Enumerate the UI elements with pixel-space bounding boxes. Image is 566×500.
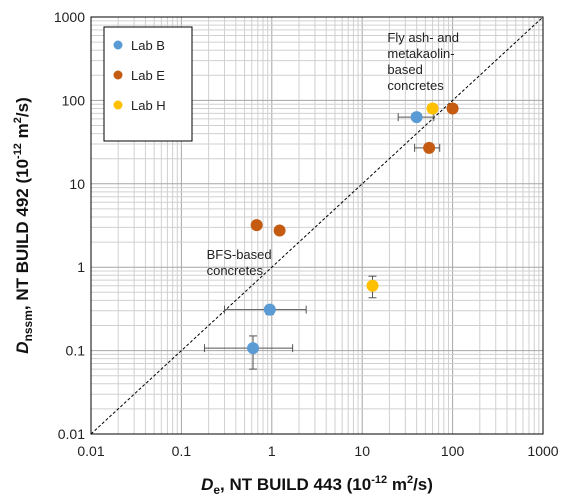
y-axis-label-tail: /s) [13, 97, 32, 117]
annotation-line: concretes [387, 78, 444, 93]
annotation-1: Fly ash- and metakaolin-based concretes [387, 30, 459, 93]
data-point-lab-b [263, 303, 276, 316]
y-axis-label-text: , NT BUILD 492 (10 [13, 159, 32, 310]
reference-line-layer [90, 16, 544, 435]
data-point-lab-h [426, 102, 439, 115]
data-point-lab-b [247, 342, 260, 355]
data-point-lab-e [273, 224, 286, 237]
data-point-lab-e [250, 219, 263, 232]
error-bars [203, 113, 441, 370]
data-point-lab-h [366, 279, 379, 292]
x-axis-label-text: , NT BUILD 443 (10 [220, 475, 371, 494]
annotation-line: based [387, 62, 422, 77]
x-tick-label: 0.01 [77, 443, 104, 459]
y-axis-label-unit: m [13, 123, 32, 143]
y-tick-label: 1 [77, 259, 85, 275]
legend: Lab B Lab E Lab H [103, 26, 193, 142]
legend-marker [113, 70, 123, 80]
y-tick-label: 1000 [54, 9, 85, 25]
data-point-lab-e [423, 141, 436, 154]
x-tick-label: 10 [354, 443, 370, 459]
legend-label: Lab B [131, 38, 165, 53]
one-to-one-line [90, 16, 544, 435]
annotation-line: concretes [207, 263, 264, 278]
y-axis-label: Dnssm, NT BUILD 492 (10-12 m2/s) [12, 97, 35, 354]
y-tick-label: 0.1 [66, 343, 86, 359]
data-point-lab-b [410, 111, 423, 124]
data-point-lab-e [446, 102, 459, 115]
annotation-line: Fly ash- and [387, 30, 459, 45]
y-tick-label: 100 [62, 92, 86, 108]
x-tick-label: 0.1 [172, 443, 192, 459]
legend-marker [113, 100, 123, 110]
annotation-line: metakaolin- [387, 46, 454, 61]
x-axis-label-exponent: -12 [371, 474, 387, 486]
x-tick-label: 100 [441, 443, 465, 459]
x-axis-label-unit-exponent: 2 [407, 474, 413, 486]
annotation-2: BFS-based concretes [207, 247, 272, 278]
legend-label: Lab E [131, 68, 165, 83]
data-points [247, 102, 459, 355]
x-axis-label-unit: m [387, 475, 407, 494]
y-tick-label: 0.01 [58, 426, 85, 442]
annotations: Fly ash- and metakaolin-based concretesBFS… [207, 30, 459, 278]
y-tick-label: 10 [69, 176, 85, 192]
x-axis-label: De, NT BUILD 443 (10-12 m2/s) [201, 474, 433, 497]
legend-marker [113, 40, 123, 50]
y-axis-label-unit-exponent: 2 [12, 117, 24, 123]
x-tick-label: 1 [268, 443, 276, 459]
annotation-line: BFS-based [207, 247, 272, 262]
y-axis-label-subscript: nssm [21, 310, 35, 341]
x-axis-label-tail: /s) [413, 475, 433, 494]
tick-labels: 0.01 0.1 1 10 100 1000 0.01 0.1 1 10 100 1000 [54, 9, 559, 459]
y-axis-label-symbol: D [13, 341, 32, 353]
plot-area-frame [90, 16, 544, 435]
x-tick-label: 1000 [527, 443, 558, 459]
x-axis-label-symbol: D [201, 475, 213, 494]
legend-label: Lab H [131, 98, 166, 113]
y-axis-label-exponent: -12 [12, 143, 24, 159]
x-axis-label-subscript: e [213, 483, 220, 497]
